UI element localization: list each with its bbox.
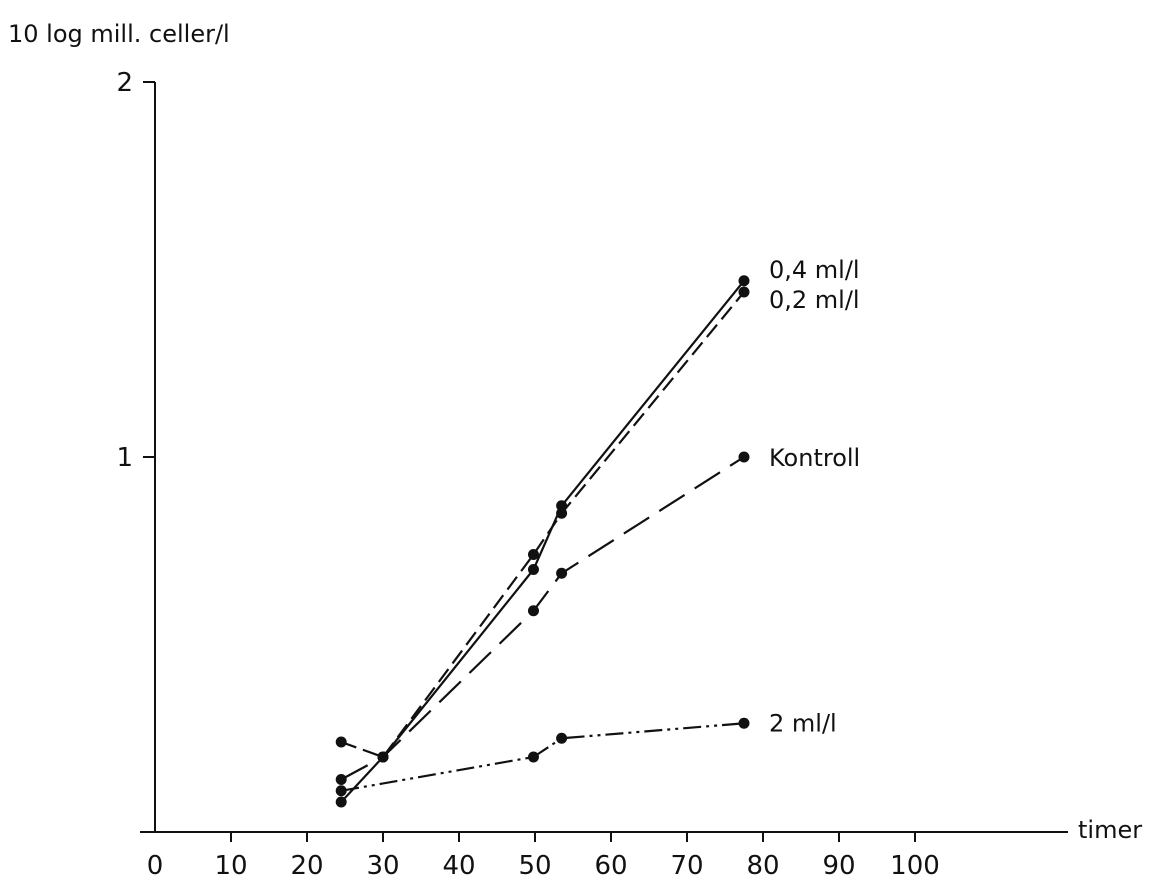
x-tick-label: 10 <box>214 851 247 881</box>
series-3 <box>335 717 750 797</box>
data-point <box>738 286 750 298</box>
data-point <box>738 275 750 287</box>
data-point <box>335 774 347 785</box>
series-line <box>340 291 745 759</box>
series-2 <box>335 451 750 785</box>
data-point <box>556 567 568 579</box>
x-tick-label: 60 <box>594 851 627 881</box>
data-point <box>335 785 347 797</box>
y-axis-label: 10 log mill. celler/l <box>8 20 230 48</box>
data-point <box>527 564 539 575</box>
data-point <box>335 796 347 808</box>
x-tick-label: 50 <box>518 851 551 881</box>
data-point <box>527 605 539 617</box>
data-point <box>527 549 539 560</box>
series-line <box>341 722 745 792</box>
data-point <box>527 751 539 763</box>
series-labels: 0,4 ml/l0,2 ml/l Kontroll 2 ml/l <box>769 256 860 738</box>
data-point <box>556 732 568 744</box>
x-tick-label: 40 <box>442 851 475 881</box>
series-label: 0,4 ml/l <box>769 256 860 284</box>
series-label: 2 ml/l <box>769 709 837 737</box>
x-tick-label: 30 <box>366 851 399 881</box>
axes: 0 10 20 30 40 50 60 70 80 90 100 1 2 <box>116 68 1068 881</box>
x-axis-label: timer <box>1078 816 1142 844</box>
x-tick-label: 0 <box>147 851 164 881</box>
series-layer <box>335 275 750 808</box>
y-tick-label: 2 <box>116 68 133 98</box>
series-label: 0,2 ml/l <box>769 286 860 314</box>
x-tick-label: 20 <box>290 851 323 881</box>
data-point <box>335 736 347 748</box>
x-tick-label: 100 <box>890 851 940 881</box>
y-tick-label: 1 <box>116 443 133 473</box>
data-point <box>556 507 568 519</box>
x-tick-label: 70 <box>670 851 703 881</box>
x-tick-label: 80 <box>746 851 779 881</box>
series-label: Kontroll <box>769 444 860 472</box>
data-point <box>738 451 750 463</box>
series-1 <box>335 286 750 763</box>
x-tick-label: 90 <box>822 851 855 881</box>
data-point <box>738 717 750 729</box>
data-point <box>377 751 389 763</box>
